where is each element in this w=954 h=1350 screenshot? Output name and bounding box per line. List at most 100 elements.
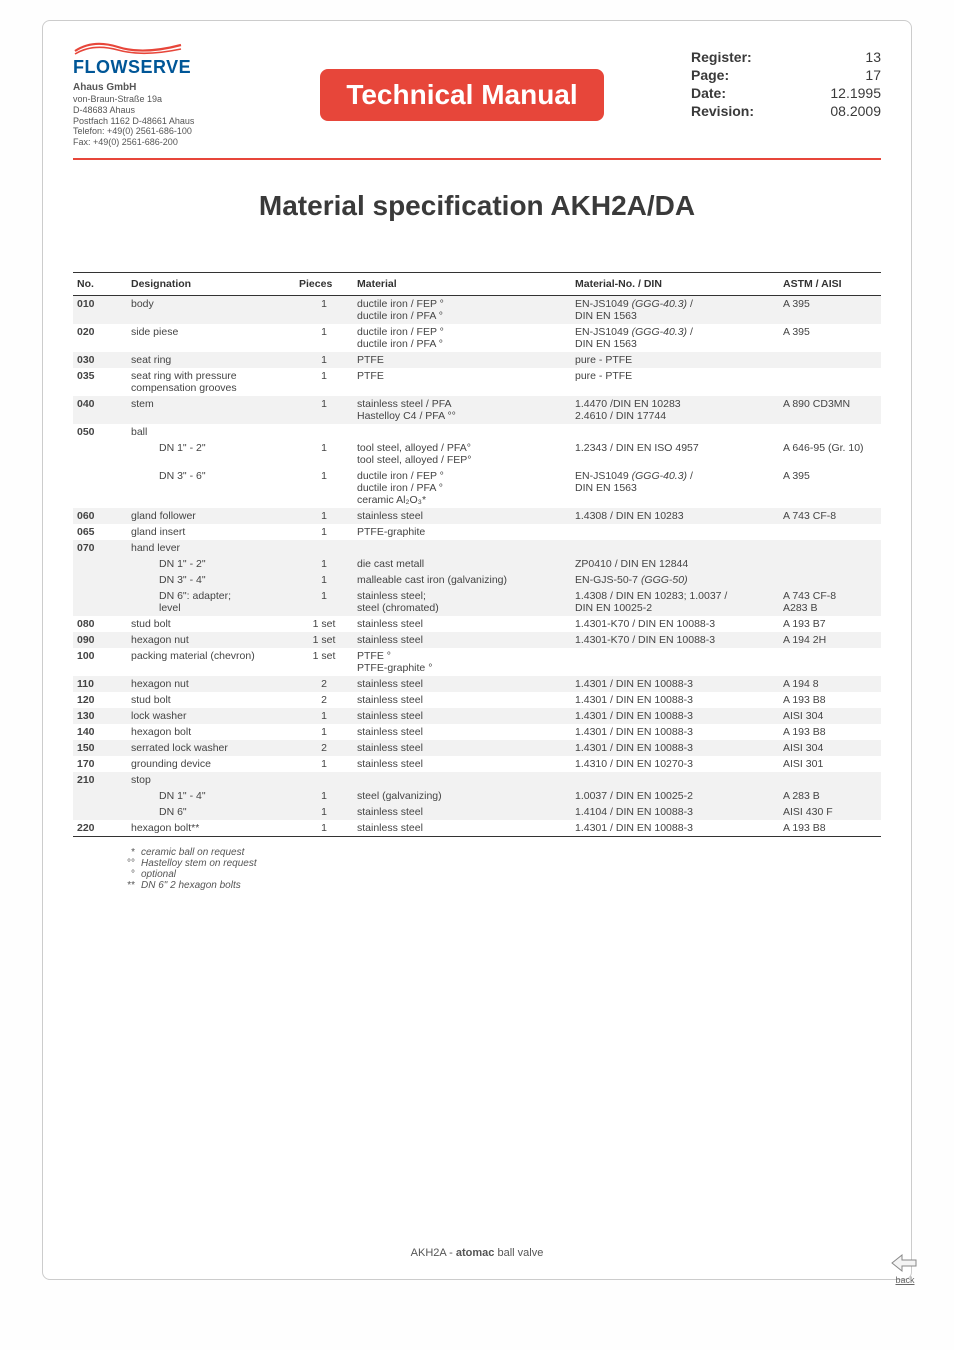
cell-material: stainless steel (353, 724, 571, 740)
cell-material: PTFE-graphite (353, 524, 571, 540)
cell-pieces: 1 (295, 396, 353, 424)
table-row: 065gland insert1PTFE-graphite (73, 524, 881, 540)
meta-page-value: 17 (865, 67, 881, 83)
cell-no: 065 (73, 524, 127, 540)
cell-designation: gland follower (127, 508, 295, 524)
cell-pieces: 1 (295, 820, 353, 837)
footnote: °°Hastelloy stem on request (113, 858, 881, 869)
table-row: 030seat ring1PTFEpure - PTFE (73, 352, 881, 368)
cell-material: stainless steel (353, 616, 571, 632)
cell-matno: EN-JS1049 (GGG-40.3) /DIN EN 1563 (571, 324, 779, 352)
cell-pieces: 1 (295, 756, 353, 772)
cell-matno: 1.4301 / DIN EN 10088-3 (571, 708, 779, 724)
footnote: °optional (113, 869, 881, 880)
cell-material: stainless steel (353, 804, 571, 820)
table-row: 010body1ductile iron / FEP °ductile iron… (73, 295, 881, 324)
cell-no (73, 572, 127, 588)
title-block: Technical Manual (233, 41, 691, 121)
cell-matno (571, 648, 779, 676)
footer-bold: atomac (456, 1247, 495, 1259)
table-row: DN 1" - 2"1tool steel, alloyed / PFA°too… (73, 440, 881, 468)
cell-pieces (295, 424, 353, 440)
cell-designation: DN 3" - 4" (127, 572, 295, 588)
cell-pieces: 1 (295, 724, 353, 740)
meta-block: Register: 13 Page: 17 Date: 12.1995 Revi… (691, 49, 881, 121)
company-fax: Fax: +49(0) 2561-686-200 (73, 137, 233, 148)
meta-revision-label: Revision: (691, 103, 754, 119)
table-row: 060gland follower1stainless steel1.4308 … (73, 508, 881, 524)
meta-date-value: 12.1995 (830, 85, 881, 101)
cell-astm: A 193 B7 (779, 616, 881, 632)
company-name: Ahaus GmbH (73, 82, 233, 94)
cell-designation: DN 6" (127, 804, 295, 820)
cell-pieces: 1 (295, 440, 353, 468)
material-spec-table: No. Designation Pieces Material Material… (73, 272, 881, 837)
cell-matno: EN-JS1049 (GGG-40.3) /DIN EN 1563 (571, 295, 779, 324)
cell-astm (779, 556, 881, 572)
company-info: Ahaus GmbH von-Braun-Straße 19a D-48683 … (73, 82, 233, 148)
meta-revision-value: 08.2009 (830, 103, 881, 119)
back-button[interactable]: back (885, 1251, 925, 1285)
document-title: Technical Manual (320, 69, 603, 121)
cell-no: 130 (73, 708, 127, 724)
table-row: 050ball (73, 424, 881, 440)
cell-material: stainless steel (353, 708, 571, 724)
cell-astm: AISI 304 (779, 708, 881, 724)
table-row: DN 3" - 4"1malleable cast iron (galvaniz… (73, 572, 881, 588)
page-footer: AKH2A - atomac ball valve (43, 1247, 911, 1259)
cell-matno: 1.4308 / DIN EN 10283; 1.0037 /DIN EN 10… (571, 588, 779, 616)
cell-designation: stud bolt (127, 692, 295, 708)
cell-designation: gland insert (127, 524, 295, 540)
logo-block: FLOWSERVE Ahaus GmbH von-Braun-Straße 19… (73, 41, 233, 148)
page-header: FLOWSERVE Ahaus GmbH von-Braun-Straße 19… (73, 41, 881, 160)
cell-astm: A 743 CF-8A283 B (779, 588, 881, 616)
cell-no: 100 (73, 648, 127, 676)
table-row: DN 1" - 4"1steel (galvanizing)1.0037 / D… (73, 788, 881, 804)
cell-astm: AISI 301 (779, 756, 881, 772)
footer-prefix: AKH2A - (411, 1247, 456, 1259)
cell-matno (571, 772, 779, 788)
cell-no (73, 556, 127, 572)
cell-designation: DN 1" - 2" (127, 556, 295, 572)
cell-designation: DN 6": adapter;level (127, 588, 295, 616)
cell-pieces: 2 (295, 676, 353, 692)
cell-matno: 1.4301 / DIN EN 10088-3 (571, 724, 779, 740)
cell-astm: AISI 304 (779, 740, 881, 756)
meta-date: Date: 12.1995 (691, 85, 881, 101)
back-arrow-icon (890, 1251, 920, 1275)
footnotes: *ceramic ball on request°°Hastelloy stem… (113, 847, 881, 891)
meta-register-value: 13 (865, 49, 881, 65)
cell-no: 220 (73, 820, 127, 837)
cell-matno: 1.2343 / DIN EN ISO 4957 (571, 440, 779, 468)
cell-pieces: 1 set (295, 648, 353, 676)
cell-pieces: 1 (295, 368, 353, 396)
company-addr2: D-48683 Ahaus (73, 105, 233, 116)
cell-pieces: 1 (295, 572, 353, 588)
table-row: 070hand lever (73, 540, 881, 556)
cell-material (353, 424, 571, 440)
cell-material: steel (galvanizing) (353, 788, 571, 804)
cell-pieces: 1 set (295, 616, 353, 632)
cell-no: 030 (73, 352, 127, 368)
cell-designation: stem (127, 396, 295, 424)
company-addr3: Postfach 1162 D-48661 Ahaus (73, 116, 233, 127)
table-row: 210stop (73, 772, 881, 788)
cell-no: 090 (73, 632, 127, 648)
cell-pieces: 1 (295, 508, 353, 524)
cell-no (73, 468, 127, 508)
cell-astm: A 193 B8 (779, 820, 881, 837)
cell-no: 070 (73, 540, 127, 556)
cell-astm: A 890 CD3MN (779, 396, 881, 424)
cell-no: 040 (73, 396, 127, 424)
cell-no (73, 588, 127, 616)
cell-no: 120 (73, 692, 127, 708)
meta-page: Page: 17 (691, 67, 881, 83)
cell-pieces: 1 (295, 788, 353, 804)
cell-matno: 1.4301-K70 / DIN EN 10088-3 (571, 616, 779, 632)
col-material: Material (353, 272, 571, 295)
meta-page-label: Page: (691, 67, 729, 83)
cell-no (73, 804, 127, 820)
table-row: DN 6"1stainless steel1.4104 / DIN EN 100… (73, 804, 881, 820)
cell-designation: hexagon nut (127, 632, 295, 648)
cell-astm: A 743 CF-8 (779, 508, 881, 524)
